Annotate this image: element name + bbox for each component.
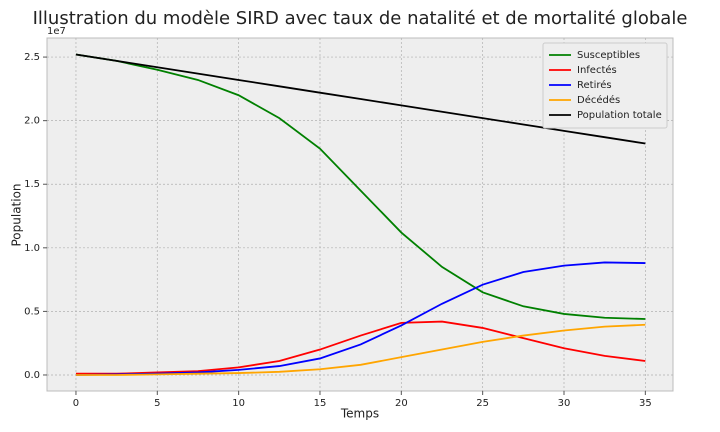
y-tick-label: 2.0	[24, 116, 40, 127]
x-axis-label: Temps	[340, 407, 379, 421]
legend-label: Population totale	[577, 110, 662, 121]
y-axis-label: Population	[10, 183, 24, 246]
y-offset-label: 1e7	[47, 26, 66, 37]
x-tick-label: 35	[639, 398, 652, 409]
series-line	[75, 320, 646, 375]
x-tick-label: 0	[73, 398, 79, 409]
series-line	[75, 53, 646, 320]
chart-title: Illustration du modèle SIRD avec taux de…	[33, 8, 688, 29]
legend-label: Susceptibles	[577, 50, 640, 61]
x-tick-label: 10	[232, 398, 245, 409]
x-tick-label: 20	[395, 398, 408, 409]
legend-label: Retirés	[577, 79, 612, 91]
y-tick-label: 2.5	[24, 52, 40, 63]
legend-box	[542, 42, 668, 129]
legend-label: Infectés	[577, 64, 617, 76]
x-tick-label: 5	[154, 398, 160, 409]
x-tick-label: 30	[558, 398, 571, 409]
y-tick-label: 1.5	[24, 179, 40, 190]
legend-label: Décédés	[577, 94, 620, 106]
y-tick-label: 1.0	[24, 243, 40, 254]
series-line	[75, 323, 646, 376]
x-tick-label: 15	[314, 398, 327, 409]
series-line	[75, 53, 646, 145]
y-tick-label: 0.0	[24, 370, 40, 381]
y-tick-label: 0.5	[24, 306, 40, 317]
x-tick-label: 25	[476, 398, 489, 409]
